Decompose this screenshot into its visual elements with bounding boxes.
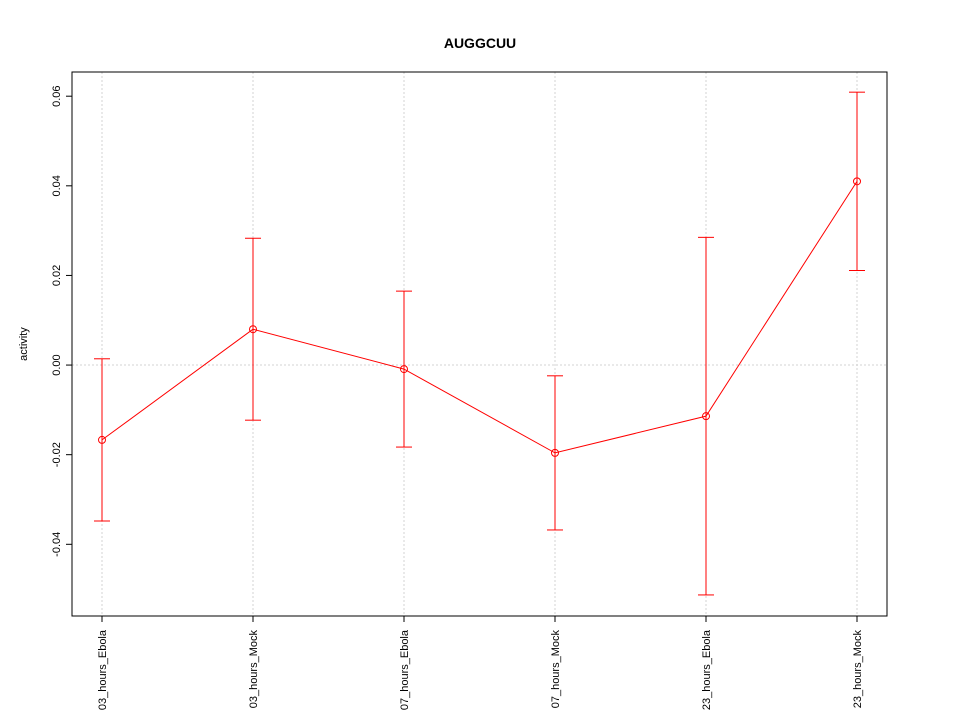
error-bar <box>849 91 865 272</box>
chart-title: AUGGCUU <box>444 35 516 51</box>
x-tick-label: 03_hours_Ebola <box>97 629 109 710</box>
data-line <box>101 181 858 454</box>
plot-frame <box>71 71 888 617</box>
y-tick-label: -0.02 <box>51 442 63 467</box>
y-tick-label: 0.04 <box>51 175 63 196</box>
y-axis-label: activity <box>18 327 30 361</box>
data-point <box>853 177 861 186</box>
data-point <box>400 365 408 374</box>
y-tick-label: -0.04 <box>51 532 63 557</box>
x-tick-label: 23_hours_Ebola <box>701 629 713 710</box>
y-tick-label: 0.02 <box>51 265 63 286</box>
data-point <box>98 435 106 444</box>
y-tick-label: 0.00 <box>51 354 63 375</box>
data-point <box>551 448 559 457</box>
x-tick-label: 07_hours_Mock <box>550 630 562 709</box>
x-tick-label: 23_hours_Mock <box>852 630 864 709</box>
y-tick-label: 0.06 <box>51 85 63 106</box>
error-bar <box>94 358 110 522</box>
error-bar <box>698 236 714 596</box>
x-tick-label: 03_hours_Mock <box>248 630 260 709</box>
data-point <box>249 325 257 334</box>
x-tick-label: 07_hours_Ebola <box>399 629 411 710</box>
data-point <box>702 412 710 421</box>
error-bar <box>245 237 261 421</box>
error-bar <box>547 375 563 531</box>
error-bar <box>396 290 412 448</box>
